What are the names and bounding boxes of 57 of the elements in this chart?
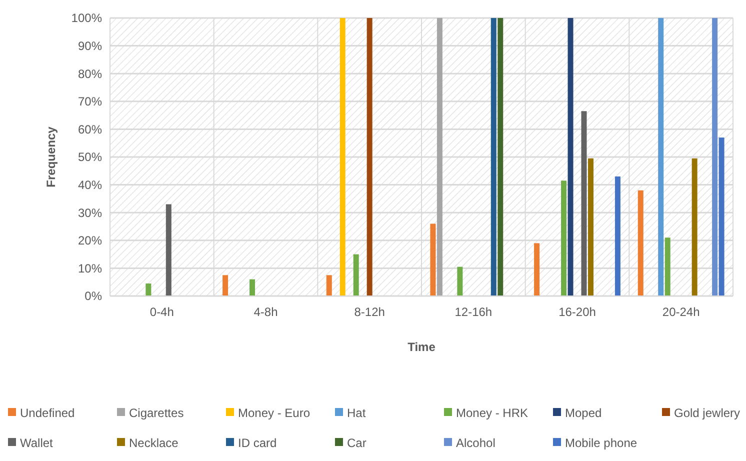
bar	[561, 180, 567, 296]
legend-label: Necklace	[129, 436, 179, 450]
bar	[588, 158, 594, 296]
y-tick-label: 70%	[78, 94, 102, 109]
bar	[457, 266, 463, 296]
bar	[490, 18, 496, 296]
legend-label: ID card	[238, 436, 277, 450]
y-tick-label: 10%	[78, 261, 102, 276]
legend-label: Moped	[565, 406, 602, 420]
bar	[534, 243, 540, 296]
bar	[436, 18, 442, 296]
bar	[718, 138, 724, 296]
x-tick-label: 16-20h	[558, 305, 596, 319]
legend-label: Money - Euro	[238, 406, 310, 420]
y-tick-label: 80%	[78, 66, 102, 81]
bar	[568, 18, 574, 296]
bar	[664, 238, 670, 296]
bar	[366, 18, 372, 296]
legend-label: Wallet	[20, 436, 54, 450]
bar	[326, 275, 332, 296]
y-tick-label: 0%	[84, 289, 102, 304]
y-tick-label: 100%	[71, 11, 102, 26]
y-axis-title: Frequency	[44, 126, 58, 188]
x-tick-label: 20-24h	[662, 305, 700, 319]
legend-label: Mobile phone	[565, 436, 638, 450]
bar	[353, 254, 359, 296]
legend-label: Undefined	[20, 406, 75, 420]
bar	[250, 279, 256, 296]
legend-label: Alcohol	[456, 436, 496, 450]
legend-label: Car	[347, 436, 366, 450]
y-tick-label: 30%	[78, 206, 102, 220]
bar	[340, 18, 346, 296]
legend-label: Gold jewlery	[674, 406, 740, 420]
bar	[430, 224, 436, 296]
bar	[581, 111, 587, 296]
y-tick-label: 90%	[78, 39, 102, 53]
x-tick-label: 0-4h	[150, 305, 174, 319]
x-tick-label: 12-16h	[454, 305, 492, 319]
y-tick-label: 50%	[78, 150, 102, 164]
bar	[222, 275, 228, 296]
bar	[146, 283, 152, 296]
y-tick-label: 20%	[78, 234, 102, 248]
bar	[166, 204, 172, 296]
bar	[638, 190, 644, 296]
y-tick-label: 40%	[78, 178, 102, 192]
bar	[614, 176, 620, 296]
bar	[692, 158, 698, 296]
y-tick-label: 60%	[78, 122, 102, 136]
bar	[658, 18, 664, 296]
legend-label: Money - HRK	[456, 406, 528, 420]
x-tick-label: 4-8h	[254, 305, 278, 319]
legend-label: Cigarettes	[129, 406, 184, 420]
bar	[712, 18, 718, 296]
bar	[498, 18, 504, 296]
legend-label: Hat	[347, 406, 366, 420]
x-axis-title: Time	[408, 340, 436, 354]
x-tick-label: 8-12h	[354, 305, 385, 319]
